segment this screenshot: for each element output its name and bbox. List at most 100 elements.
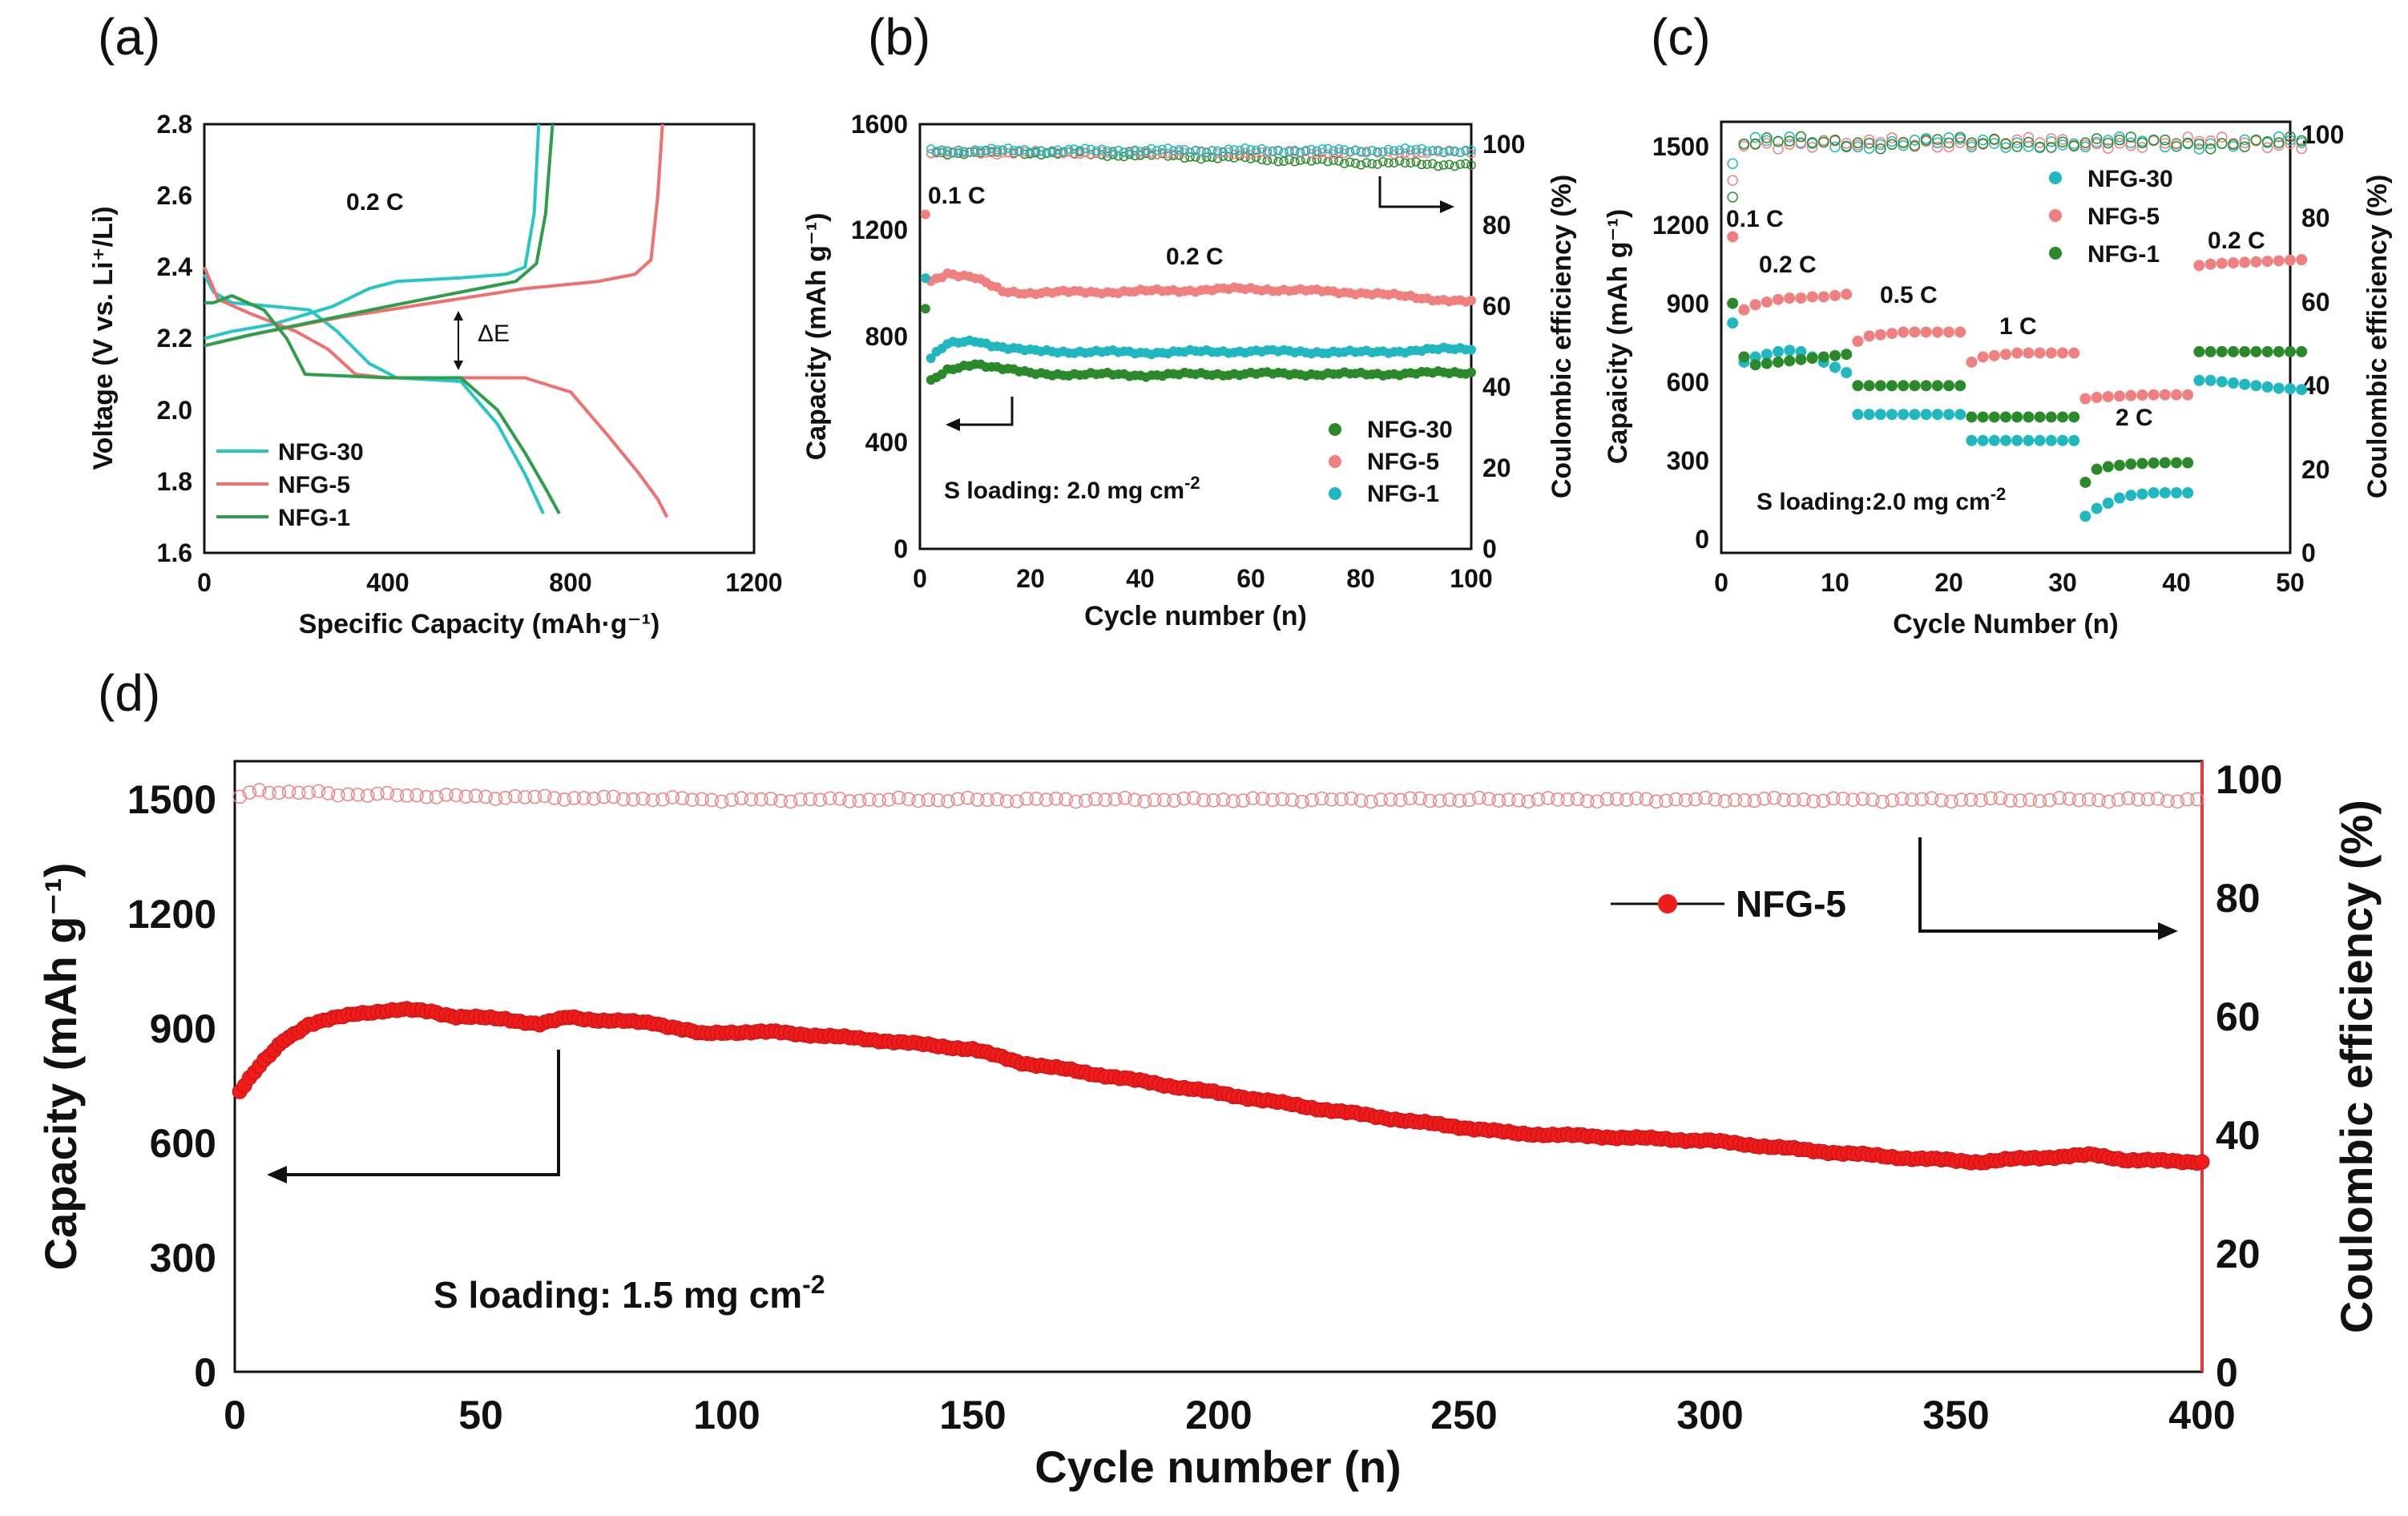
capacity-point-nfg-1: [920, 273, 930, 284]
capacity-point-nfg-5: [920, 209, 930, 220]
capacity-point-nfg-5: [2114, 390, 2125, 402]
capacity-point-nfg-5: [1466, 296, 1476, 306]
efficiency-point-nfg-30: [1384, 158, 1394, 168]
capacity-point-nfg-30: [2228, 377, 2239, 389]
efficiency-point-nfg-5: [1934, 793, 1949, 808]
efficiency-point-nfg-1: [1152, 146, 1162, 155]
efficiency-point-nfg-1: [1954, 131, 1966, 143]
efficiency-point-nfg-1: [959, 147, 969, 156]
efficiency-point-nfg-1: [1378, 147, 1388, 157]
efficiency-point-nfg-1: [1031, 147, 1041, 156]
efficiency-point-nfg-5: [1511, 793, 1526, 808]
efficiency-point-nfg-1: [1727, 192, 1738, 203]
capacity-point-nfg-30: [2023, 434, 2035, 446]
efficiency-point-nfg-5: [1943, 141, 1954, 153]
capacity-point-nfg-5: [1841, 288, 1853, 300]
panel-c-y2-ticks: 0 20 40 60 80 100: [2301, 120, 2344, 567]
panel-d-y-tick: 300: [150, 1236, 216, 1280]
capacity-point-nfg-5: [2273, 255, 2285, 267]
efficiency-point-nfg-5: [2216, 131, 2228, 143]
efficiency-point-nfg-5: [2180, 792, 2195, 807]
efficiency-point-nfg-5: [1737, 792, 1752, 808]
panel-c-series: [1727, 131, 2308, 522]
panel-c-y2-tick: 40: [2301, 371, 2330, 400]
efficiency-point-nfg-1: [1168, 146, 1179, 155]
efficiency-point-nfg-30: [1977, 134, 1989, 146]
panel-b-y-tick: 800: [865, 322, 908, 351]
capacity-point-nfg-30: [1988, 434, 2000, 446]
efficiency-point-nfg-5: [2071, 792, 2087, 808]
efficiency-point-nfg-30: [1749, 131, 1761, 143]
efficiency-point-nfg-5: [400, 788, 414, 803]
capacity-point-nfg-1: [2079, 476, 2091, 488]
capacity-point-nfg-5: [2000, 349, 2011, 361]
panel-c-y-tick: 1500: [1652, 132, 1709, 161]
efficiency-point-nfg-5: [734, 791, 748, 805]
capacity-point-nfg-5: [1943, 326, 1954, 338]
efficiency-point-nfg-5: [1491, 793, 1507, 808]
panel-b-y-tick: 1200: [851, 216, 908, 244]
efficiency-point-nfg-5: [2103, 143, 2114, 155]
efficiency-point-nfg-1: [2228, 139, 2239, 151]
efficiency-point-nfg-5: [292, 785, 306, 800]
panel-d-label: (d): [98, 664, 160, 722]
efficiency-point-nfg-1: [2239, 141, 2250, 152]
panel-d-y2-tick: 80: [2216, 876, 2261, 921]
panel-a-y-tick: 2.4: [157, 252, 193, 281]
efficiency-point-nfg-5: [1340, 148, 1349, 159]
efficiency-point-nfg-5: [655, 792, 670, 807]
efficiency-point-nfg-5: [1432, 793, 1447, 808]
efficiency-point-nfg-1: [1064, 144, 1074, 155]
efficiency-point-nfg-1: [1400, 143, 1410, 153]
capacity-point-nfg-30: [2057, 434, 2068, 446]
efficiency-point-nfg-1: [1863, 138, 1875, 149]
panel-b-series: [920, 143, 1476, 385]
capacity-point-nfg-1: [2136, 458, 2148, 470]
efficiency-point-nfg-1: [2079, 137, 2091, 148]
efficiency-point-nfg-1: [986, 143, 997, 153]
efficiency-point-nfg-5: [1795, 138, 1807, 150]
capacity-point-nfg-30: [2204, 374, 2216, 386]
efficiency-point-nfg-5: [1648, 794, 1664, 809]
capacity-point-nfg-5: [2261, 256, 2273, 268]
efficiency-point-nfg-1: [1268, 147, 1278, 156]
efficiency-point-nfg-5: [665, 790, 680, 804]
panel-a-rate-label: 0.2 C: [346, 189, 404, 216]
efficiency-point-nfg-5: [1295, 794, 1309, 809]
efficiency-point-nfg-30: [1422, 159, 1432, 169]
efficiency-point-nfg-1: [1773, 135, 1784, 147]
efficiency-point-nfg-5: [380, 785, 395, 800]
efficiency-point-nfg-5: [498, 790, 513, 805]
efficiency-point-nfg-5: [518, 790, 532, 804]
efficiency-point-nfg-1: [1256, 143, 1267, 154]
efficiency-point-nfg-5: [1152, 150, 1162, 159]
efficiency-point-nfg-1: [1417, 143, 1426, 154]
capacity-point-nfg-30: [1727, 317, 1739, 329]
panel-b-x-tick: 100: [1450, 564, 1492, 593]
efficiency-point-nfg-30: [1350, 159, 1361, 168]
capacity-point-nfg-5: [1988, 349, 2000, 361]
capacity-point-nfg-5: [2228, 257, 2239, 269]
panel-a-y-label: Voltage (V vs. Li⁺/Li): [88, 206, 119, 470]
panel-b-y2-tick: 20: [1482, 454, 1511, 482]
panel-a-y-tick: 2.2: [157, 324, 192, 353]
efficiency-point-nfg-30: [1438, 160, 1449, 170]
efficiency-point-nfg-5: [921, 792, 936, 808]
efficiency-point-nfg-30: [1202, 152, 1212, 162]
efficiency-point-nfg-1: [2285, 131, 2296, 143]
delta-e-marker: [454, 311, 463, 370]
capacity-point-nfg-5: [2148, 389, 2160, 401]
efficiency-point-nfg-5: [852, 793, 867, 808]
efficiency-point-nfg-5: [1226, 794, 1240, 808]
capacity-point-nfg-1: [1761, 357, 1773, 369]
efficiency-point-nfg-5: [1019, 792, 1034, 806]
efficiency-point-nfg-5: [2170, 794, 2185, 809]
efficiency-point-nfg-1: [2057, 136, 2068, 148]
capacity-point-nfg-1: [2285, 345, 2296, 357]
efficiency-point-nfg-5: [1993, 791, 2008, 805]
efficiency-point-nfg-30: [1373, 159, 1382, 169]
panel-c-x-tick: 40: [2162, 568, 2191, 597]
efficiency-point-nfg-5: [1678, 792, 1693, 808]
efficiency-point-nfg-1: [937, 145, 947, 155]
panel-b-x-tick: 0: [913, 564, 927, 593]
